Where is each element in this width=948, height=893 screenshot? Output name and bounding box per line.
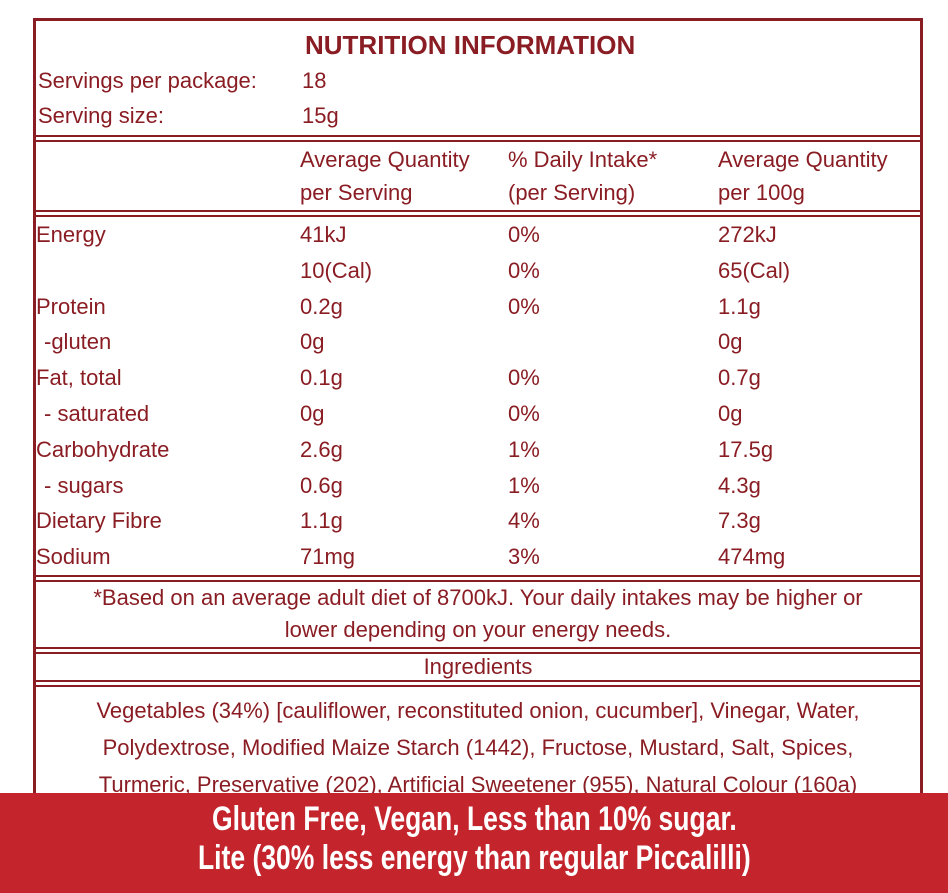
value-per-serving: 0.6g — [300, 472, 343, 498]
ingredients-line: Vegetables (34%) [cauliflower, reconstit… — [96, 697, 860, 723]
column-header-empty — [36, 143, 300, 209]
claims-banner-line: Lite (30% less energy than regular Picca… — [197, 839, 751, 877]
nutrient-name — [36, 253, 300, 289]
column-headers-row: Average Quantity per Serving % Daily Int… — [36, 142, 920, 210]
value-per-serving: 0.2g — [300, 293, 343, 319]
panel-title: NUTRITION INFORMATION — [305, 30, 636, 60]
table-row-carbohydrate: Carbohydrate 2.6g 1% 17.5g — [36, 432, 920, 468]
nutrient-table: Energy 41kJ 0% 272kJ 10(Cal) 0% 65(Cal) … — [36, 217, 920, 575]
section-divider — [36, 679, 920, 687]
nutrient-name: Protein — [36, 293, 106, 319]
value-daily-intake: 0% — [508, 257, 540, 283]
column-header-daily-intake: % Daily Intake* (per Serving) — [508, 147, 658, 205]
ingredients-line: Turmeric, Preservative (202), Artificial… — [98, 771, 858, 797]
value-per-100g: 272kJ — [718, 222, 777, 247]
table-row-energy: Energy 41kJ 0% 272kJ — [36, 217, 920, 253]
value-per-serving: 1.1g — [300, 508, 343, 534]
nutrient-name: - sugars — [44, 472, 124, 498]
footnote-line: *Based on an average adult diet of 8700k… — [93, 584, 863, 610]
serving-size-value: 15g — [302, 103, 339, 128]
panel-header-section: NUTRITION INFORMATION Servings per packa… — [36, 21, 920, 135]
value-per-serving: 0.1g — [300, 365, 343, 391]
claims-banner: Gluten Free, Vegan, Less than 10% sugar.… — [0, 793, 948, 893]
table-row-sodium: Sodium 71mg 3% 474mg — [36, 539, 920, 575]
value-per-100g: 0g — [718, 329, 743, 355]
value-per-100g: 7.3g — [718, 508, 761, 534]
section-divider — [36, 646, 920, 654]
table-row-dietary-fibre: Dietary Fibre 1.1g 4% 7.3g — [36, 503, 920, 539]
table-row-sugars: - sugars 0.6g 1% 4.3g — [36, 468, 920, 504]
table-row-gluten: -gluten 0g 0g — [36, 324, 920, 360]
nutrient-name: Energy — [36, 222, 106, 247]
serving-size-row: Serving size: 15g — [38, 98, 918, 133]
table-row-protein: Protein 0.2g 0% 1.1g — [36, 289, 920, 325]
serving-size-label: Serving size: — [38, 103, 164, 128]
daily-intake-footnote: *Based on an average adult diet of 8700k… — [36, 582, 920, 647]
servings-per-package-label: Servings per package: — [38, 68, 257, 93]
nutrient-name: Dietary Fibre — [36, 508, 162, 534]
table-row-fat-total: Fat, total 0.1g 0% 0.7g — [36, 360, 920, 396]
value-daily-intake: 1% — [508, 472, 540, 498]
footnote-line: lower depending on your energy needs. — [284, 617, 672, 643]
table-row-saturated: - saturated 0g 0% 0g — [36, 396, 920, 432]
value-per-serving: 71mg — [300, 544, 356, 570]
nutrient-name: - saturated — [44, 400, 150, 426]
nutrition-information-panel: NUTRITION INFORMATION Servings per packa… — [33, 18, 923, 800]
section-divider — [36, 574, 920, 582]
value-per-100g: 65(Cal) — [718, 257, 791, 283]
nutrient-name: Fat, total — [36, 365, 122, 391]
value-per-serving: 0g — [300, 329, 325, 355]
value-per-100g: 1.1g — [718, 293, 761, 319]
value-per-100g: 4.3g — [718, 472, 761, 498]
value-daily-intake: 0% — [508, 365, 540, 391]
nutrient-name: Sodium — [36, 544, 111, 570]
nutrient-name: Carbohydrate — [36, 436, 170, 462]
servings-per-package-value: 18 — [302, 68, 327, 93]
claims-banner-line: Gluten Free, Vegan, Less than 10% sugar. — [211, 800, 737, 838]
value-per-100g: 17.5g — [718, 436, 774, 462]
ingredients-heading: Ingredients — [423, 653, 533, 679]
value-daily-intake: 0% — [508, 400, 540, 426]
value-per-100g: 0g — [718, 400, 743, 426]
value-per-100g: 474mg — [718, 544, 786, 570]
column-header-per-serving: Average Quantity per Serving — [300, 147, 470, 205]
value-per-serving: 10(Cal) — [300, 257, 373, 283]
ingredients-list: Vegetables (34%) [cauliflower, reconstit… — [36, 687, 920, 797]
value-daily-intake: 1% — [508, 436, 540, 462]
value-daily-intake: 0% — [508, 222, 540, 247]
value-per-serving: 0g — [300, 400, 325, 426]
value-per-serving: 2.6g — [300, 436, 343, 462]
value-daily-intake — [508, 324, 718, 360]
value-per-100g: 0.7g — [718, 365, 761, 391]
value-daily-intake: 4% — [508, 508, 540, 534]
table-row-energy-cal: 10(Cal) 0% 65(Cal) — [36, 253, 920, 289]
value-per-serving: 41kJ — [300, 222, 347, 247]
servings-per-package-row: Servings per package: 18 — [38, 63, 918, 98]
section-divider — [36, 135, 920, 142]
section-divider — [36, 210, 920, 217]
nutrient-name: -gluten — [44, 329, 112, 355]
ingredients-line: Polydextrose, Modified Maize Starch (144… — [102, 734, 854, 760]
value-daily-intake: 0% — [508, 293, 540, 319]
column-header-per-100g: Average Quantity per 100g — [718, 147, 888, 205]
value-daily-intake: 3% — [508, 544, 540, 570]
